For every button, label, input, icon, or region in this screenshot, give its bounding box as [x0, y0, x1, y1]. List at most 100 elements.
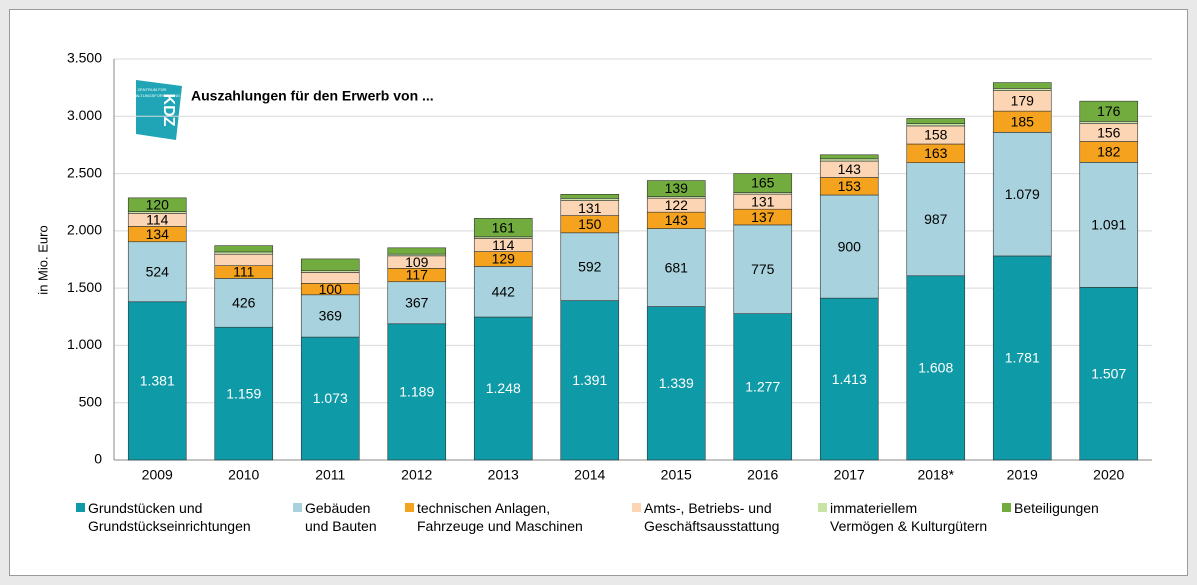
data-label: 900	[838, 238, 862, 254]
x-tick-label: 2015	[661, 467, 692, 483]
data-label: 143	[665, 212, 689, 228]
bar-segment	[819, 297, 879, 461]
data-label: 117	[406, 267, 429, 283]
data-label: 1.277	[745, 379, 780, 395]
data-label: 158	[924, 127, 948, 143]
legend-swatch	[632, 503, 641, 512]
data-label: 1.091	[1091, 217, 1126, 233]
data-label: 179	[1011, 93, 1035, 109]
data-label: 153	[838, 178, 862, 194]
bar-segment	[906, 162, 966, 277]
data-label: 120	[146, 196, 170, 212]
bar-segment	[1079, 121, 1139, 124]
bar-segment	[819, 158, 879, 162]
y-tick-label: 0	[94, 451, 102, 467]
data-label: 1.413	[832, 371, 867, 387]
bar-segment	[127, 301, 187, 461]
x-tick-label: 2016	[747, 467, 778, 483]
bar-segment	[214, 326, 274, 461]
data-label: 1.248	[486, 380, 521, 396]
legend-label: Grundstücken und Grundstückseinrichtunge…	[88, 500, 251, 534]
bar-segment	[906, 275, 966, 461]
logo-text: ZENTRUM FÜR	[138, 87, 167, 92]
data-label: 1.159	[226, 385, 261, 401]
bar-segment	[214, 251, 274, 255]
legend-label: immateriellem Vermögen & Kulturgütern	[830, 500, 988, 534]
x-tick-label: 2019	[1007, 467, 1038, 483]
x-tick-label: 2020	[1093, 467, 1124, 483]
y-tick-label: 2.000	[67, 222, 102, 238]
bar-segment	[473, 316, 533, 461]
bar-segment	[473, 266, 533, 318]
y-tick-label: 3.500	[67, 50, 102, 66]
legend-swatch	[1002, 503, 1011, 512]
data-label: 1.608	[918, 360, 953, 376]
x-tick-label: 2014	[574, 467, 605, 483]
data-label: 134	[146, 226, 170, 242]
data-label: 137	[751, 209, 775, 225]
data-label: 1.507	[1091, 365, 1126, 381]
bar-segment	[906, 123, 966, 127]
data-label: 129	[492, 251, 516, 267]
data-label: 1.381	[140, 373, 175, 389]
legend-swatch	[293, 503, 302, 512]
bar-segment	[819, 194, 879, 299]
bar-segment	[819, 154, 879, 160]
bar-segment	[733, 224, 793, 314]
bar-segment	[1079, 100, 1139, 122]
x-tick-label: 2010	[228, 467, 259, 483]
bar-segment	[1079, 162, 1139, 288]
data-label: 156	[1097, 124, 1121, 140]
legend-item: technischen Anlagen, Fahrzeuge und Masch…	[405, 499, 583, 535]
bar-segment	[214, 278, 274, 328]
legend-label: Amts-, Betriebs- und Geschäftsausstattun…	[644, 500, 780, 534]
bar-segment	[906, 118, 966, 124]
bar-segment	[387, 281, 447, 325]
bar-segment	[646, 180, 706, 197]
logo: ZENTRUM FÜR VERWALTUNGSFORSCHUNG KDZ	[124, 80, 182, 140]
data-label: 131	[751, 193, 775, 209]
x-tick-label: 2017	[834, 467, 865, 483]
bar-segment	[560, 232, 620, 301]
data-label: 114	[146, 212, 169, 228]
data-label: 100	[319, 281, 343, 297]
data-label: 165	[751, 175, 775, 191]
data-label: 122	[665, 197, 689, 213]
legend-swatch	[818, 503, 827, 512]
bar-segment	[300, 336, 360, 461]
y-tick-label: 3.000	[67, 107, 102, 123]
bar-segment	[127, 197, 187, 212]
x-tick-label: 2013	[488, 467, 519, 483]
legend-item: Gebäuden und Bauten	[293, 499, 377, 535]
data-label: 139	[665, 180, 689, 196]
bar-segment	[560, 194, 620, 199]
bar-segment	[992, 88, 1052, 91]
data-label: 1.391	[572, 372, 607, 388]
data-label: 592	[578, 258, 602, 274]
bar-segment	[387, 323, 447, 461]
y-tick-label: 1.000	[67, 336, 102, 352]
legend-label: Beteiligungen	[1014, 500, 1099, 516]
bar-segment	[733, 313, 793, 461]
data-label: 426	[232, 295, 256, 311]
bar-segment	[300, 294, 360, 338]
bar-segment	[300, 272, 360, 284]
data-label: 143	[838, 161, 862, 177]
data-label: 1.073	[313, 390, 348, 406]
data-label: 442	[492, 283, 516, 299]
legend-label: Gebäuden und Bauten	[305, 500, 377, 534]
legend-item: Beteiligungen	[1002, 499, 1099, 517]
x-tick-label: 2009	[142, 467, 173, 483]
data-label: 111	[233, 264, 254, 280]
legend-item: Grundstücken und Grundstückseinrichtunge…	[76, 499, 251, 535]
data-label: 1.079	[1005, 186, 1040, 202]
y-axis-label: in Mio. Euro	[35, 225, 50, 294]
bar-segment	[560, 300, 620, 461]
y-tick-label: 500	[79, 393, 103, 409]
data-label: 775	[751, 261, 775, 277]
data-label: 369	[319, 308, 343, 324]
data-label: 367	[405, 294, 429, 310]
legend-item: Amts-, Betriebs- und Geschäftsausstattun…	[632, 499, 779, 535]
